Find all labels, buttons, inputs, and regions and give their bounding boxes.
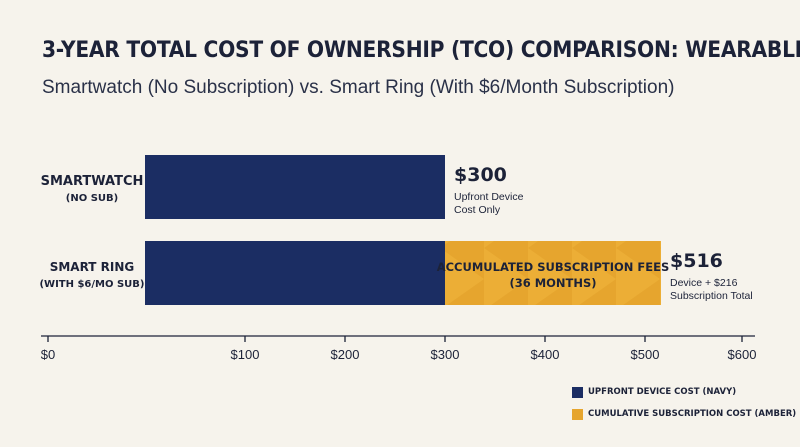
category-label-1: SMART RING [50,260,135,274]
value-label-0: $300 [454,164,507,186]
legend-label-subscription: CUMULATIVE SUBSCRIPTION COST (AMBER) [588,409,797,419]
chart-subtitle: Smartwatch (No Subscription) vs. Smart R… [42,77,675,98]
x-tick-label-0: $0 [41,347,55,362]
value-note-line2-0: Cost Only [454,204,501,216]
x-tick-label-6: $600 [728,347,757,362]
segment-label-line2: (36 MONTHS) [509,276,596,290]
x-tick-label-5: $500 [631,347,660,362]
category-label-0: SMARTWATCH [41,174,144,189]
value-label-1: $516 [670,250,723,272]
legend-swatch-navy [572,386,583,398]
x-tick-label-1: $100 [231,347,260,362]
legend: UPFRONT DEVICE COST (NAVY) CUMULATIVE SU… [572,384,796,428]
category-sublabel-0: (NO SUB) [66,193,118,204]
x-tick-label-2: $200 [331,347,360,362]
x-tick-label-4: $400 [531,347,560,362]
chart-title: 3-YEAR TOTAL COST OF OWNERSHIP (TCO) COM… [42,38,800,63]
segment-label-line1: ACCUMULATED SUBSCRIPTION FEES [437,260,670,274]
x-tick-label-3: $300 [431,347,460,362]
value-note-line1-0: Upfront Device [454,191,524,203]
legend-item-upfront: UPFRONT DEVICE COST (NAVY) [572,384,796,400]
bar-upfront-0 [145,155,445,219]
legend-label-upfront: UPFRONT DEVICE COST (NAVY) [588,387,737,397]
legend-item-subscription: CUMULATIVE SUBSCRIPTION COST (AMBER) [572,406,796,422]
category-sublabel-1: (WITH $6/MO SUB) [39,279,144,290]
bar-subscription-texture-1 [445,241,661,305]
value-note-line2-1: Subscription Total [670,290,753,302]
legend-swatch-amber [572,408,583,420]
bar-upfront-1 [145,241,445,305]
value-note-line1-1: Device + $216 [670,277,738,289]
